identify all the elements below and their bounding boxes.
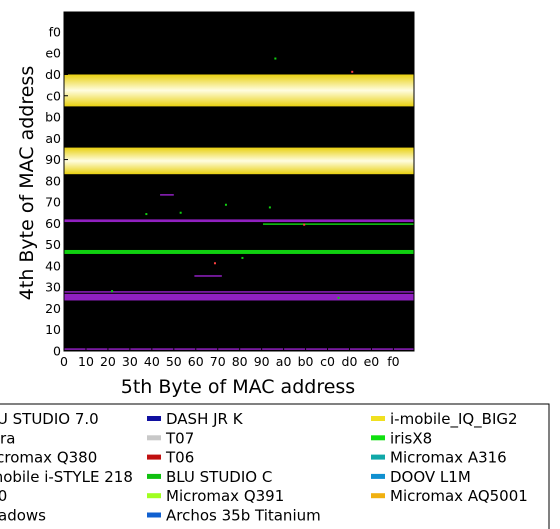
heatmap-speckle-7 bbox=[111, 290, 114, 293]
legend-swatch bbox=[371, 454, 385, 460]
legend-swatch bbox=[147, 493, 161, 499]
heatmap-speckle-9 bbox=[145, 213, 148, 216]
heatmap-speckle-6 bbox=[179, 211, 182, 214]
heatmap-band-4 bbox=[263, 223, 414, 225]
heatmap-speckle-1 bbox=[213, 262, 216, 265]
legend: BLU STUDIO 7.0UltraMicromax Q380i-mobile… bbox=[0, 403, 550, 529]
legend-entry-label: Micromax Q380 bbox=[0, 449, 97, 467]
legend-entry-label: i-mobile_IQ_BIG2 bbox=[390, 410, 518, 429]
legend-entry-label: Micromax AQ5001 bbox=[390, 487, 528, 505]
legend-swatch bbox=[147, 512, 161, 518]
x-tick-label: 50 bbox=[166, 354, 182, 369]
legend-entry-label: i-mobile i-STYLE 218 bbox=[0, 468, 133, 486]
x-tick-label: d0 bbox=[342, 354, 358, 369]
heatmap-speckle-3 bbox=[351, 70, 354, 73]
plot-frame bbox=[63, 11, 415, 352]
heatmap-band-3 bbox=[64, 249, 414, 254]
legend-swatch bbox=[147, 416, 161, 421]
heatmap-speckle-4 bbox=[224, 203, 227, 206]
x-tick-label: c0 bbox=[320, 354, 335, 369]
legend-swatch bbox=[371, 473, 385, 479]
x-tick-label: 80 bbox=[232, 354, 248, 369]
legend-swatch bbox=[371, 493, 385, 499]
y-tick-label: 20 bbox=[45, 301, 61, 316]
x-tick-label: a0 bbox=[276, 354, 292, 369]
heatmap-speckle-5 bbox=[268, 206, 271, 209]
y-tick-label: 10 bbox=[45, 322, 61, 337]
y-tick-label: 60 bbox=[45, 216, 61, 231]
y-tick-label: 80 bbox=[45, 173, 61, 188]
heatmap-band-8 bbox=[64, 348, 414, 350]
legend-box bbox=[0, 403, 550, 529]
x-tick-label: 90 bbox=[254, 354, 270, 369]
legend-entry-label: Ultra bbox=[0, 429, 15, 447]
legend-entry-label: BLU STUDIO C bbox=[166, 468, 272, 486]
x-tick-label: 10 bbox=[78, 354, 94, 369]
y-tick-label: 40 bbox=[45, 258, 61, 273]
y-tick-label: f0 bbox=[49, 24, 61, 39]
y-tick-label: a0 bbox=[45, 131, 61, 146]
y-tick-label: 70 bbox=[45, 195, 61, 210]
x-tick-label: 40 bbox=[144, 354, 160, 369]
legend-swatch bbox=[147, 473, 161, 479]
x-tick-label: b0 bbox=[298, 354, 314, 369]
heatmap-speckle-10 bbox=[241, 256, 244, 259]
legend-swatch bbox=[147, 435, 161, 441]
y-tick-label: 50 bbox=[45, 237, 61, 252]
y-tick-label: 0 bbox=[53, 344, 61, 359]
x-tick-label: f0 bbox=[387, 354, 399, 369]
legend-entry-label: DOOV L1M bbox=[390, 468, 471, 486]
heatmap-band-7 bbox=[64, 291, 414, 293]
heatmap-band-10 bbox=[194, 275, 222, 277]
heatmap-speckle-2 bbox=[274, 57, 277, 60]
heatmap-band-2 bbox=[64, 147, 414, 175]
legend-entry-label: Shadows bbox=[0, 507, 46, 525]
heatmap-band-6 bbox=[64, 293, 414, 301]
heatmap-band-5 bbox=[64, 219, 414, 223]
x-tick-label: 30 bbox=[122, 354, 138, 369]
legend-swatch bbox=[371, 435, 385, 441]
y-tick-label: b0 bbox=[45, 110, 61, 125]
x-tick-label: 20 bbox=[100, 354, 116, 369]
legend-swatch bbox=[147, 454, 161, 460]
y-tick-label: e0 bbox=[45, 46, 61, 61]
legend-entry-label: BLU STUDIO 7.0 bbox=[0, 410, 99, 428]
legend-entry-label: Micromax Q391 bbox=[166, 487, 284, 505]
heatmap-speckle-8 bbox=[303, 223, 306, 226]
y-tick-label: d0 bbox=[45, 67, 61, 82]
y-tick-label: 90 bbox=[45, 152, 61, 167]
x-tick-label: e0 bbox=[364, 354, 380, 369]
legend-entry-label: Micromax A316 bbox=[390, 449, 507, 467]
legend-entry-label: T07 bbox=[165, 429, 194, 447]
x-axis-title: 5th Byte of MAC address bbox=[121, 376, 355, 398]
x-tick-label: 70 bbox=[210, 354, 226, 369]
y-tick-label: c0 bbox=[46, 88, 61, 103]
x-tick-label: 60 bbox=[188, 354, 204, 369]
legend-entry-label: Y20 bbox=[0, 487, 7, 505]
x-tick-label: 0 bbox=[60, 354, 68, 369]
legend-entry-label: DASH JR K bbox=[166, 410, 244, 428]
legend-entry-label: Archos 35b Titanium bbox=[166, 507, 321, 525]
y-axis-title: 4th Byte of MAC address bbox=[16, 66, 38, 300]
y-tick-label: 30 bbox=[45, 280, 61, 295]
legend-entry-label: T06 bbox=[165, 449, 194, 467]
legend-entry-label: irisX8 bbox=[390, 429, 432, 447]
heatmap-band-9 bbox=[160, 194, 174, 196]
heatmap-band-1 bbox=[64, 74, 414, 107]
legend-swatch bbox=[371, 416, 385, 421]
heatmap-speckle-11 bbox=[337, 296, 340, 299]
